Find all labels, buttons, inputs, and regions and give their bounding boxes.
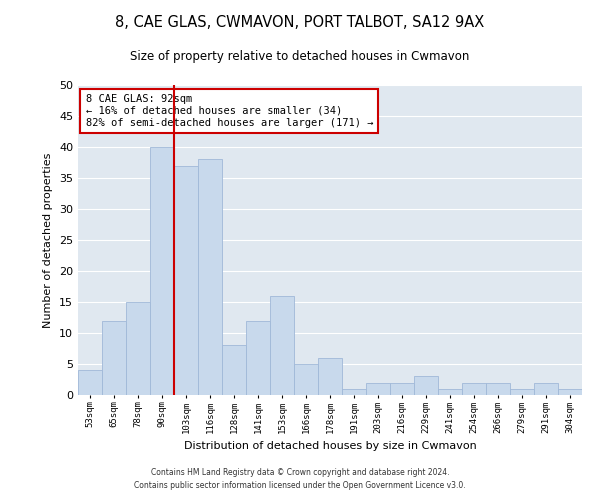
Bar: [486, 382, 510, 395]
Bar: [270, 296, 294, 395]
Text: 8, CAE GLAS, CWMAVON, PORT TALBOT, SA12 9AX: 8, CAE GLAS, CWMAVON, PORT TALBOT, SA12 …: [115, 15, 485, 30]
Bar: [174, 166, 198, 395]
Bar: [558, 389, 582, 395]
Bar: [438, 389, 462, 395]
Bar: [390, 382, 414, 395]
Bar: [78, 370, 102, 395]
Bar: [510, 389, 534, 395]
Text: Size of property relative to detached houses in Cwmavon: Size of property relative to detached ho…: [130, 50, 470, 63]
Bar: [462, 382, 486, 395]
Y-axis label: Number of detached properties: Number of detached properties: [43, 152, 53, 328]
Bar: [414, 376, 438, 395]
Bar: [534, 382, 558, 395]
X-axis label: Distribution of detached houses by size in Cwmavon: Distribution of detached houses by size …: [184, 441, 476, 451]
Bar: [246, 320, 270, 395]
Bar: [342, 389, 366, 395]
Bar: [366, 382, 390, 395]
Text: Contains HM Land Registry data © Crown copyright and database right 2024.
Contai: Contains HM Land Registry data © Crown c…: [134, 468, 466, 490]
Bar: [294, 364, 318, 395]
Bar: [222, 346, 246, 395]
Bar: [150, 147, 174, 395]
Bar: [126, 302, 150, 395]
Bar: [318, 358, 342, 395]
Text: 8 CAE GLAS: 92sqm
← 16% of detached houses are smaller (34)
82% of semi-detached: 8 CAE GLAS: 92sqm ← 16% of detached hous…: [86, 94, 373, 128]
Bar: [102, 320, 126, 395]
Bar: [198, 160, 222, 395]
